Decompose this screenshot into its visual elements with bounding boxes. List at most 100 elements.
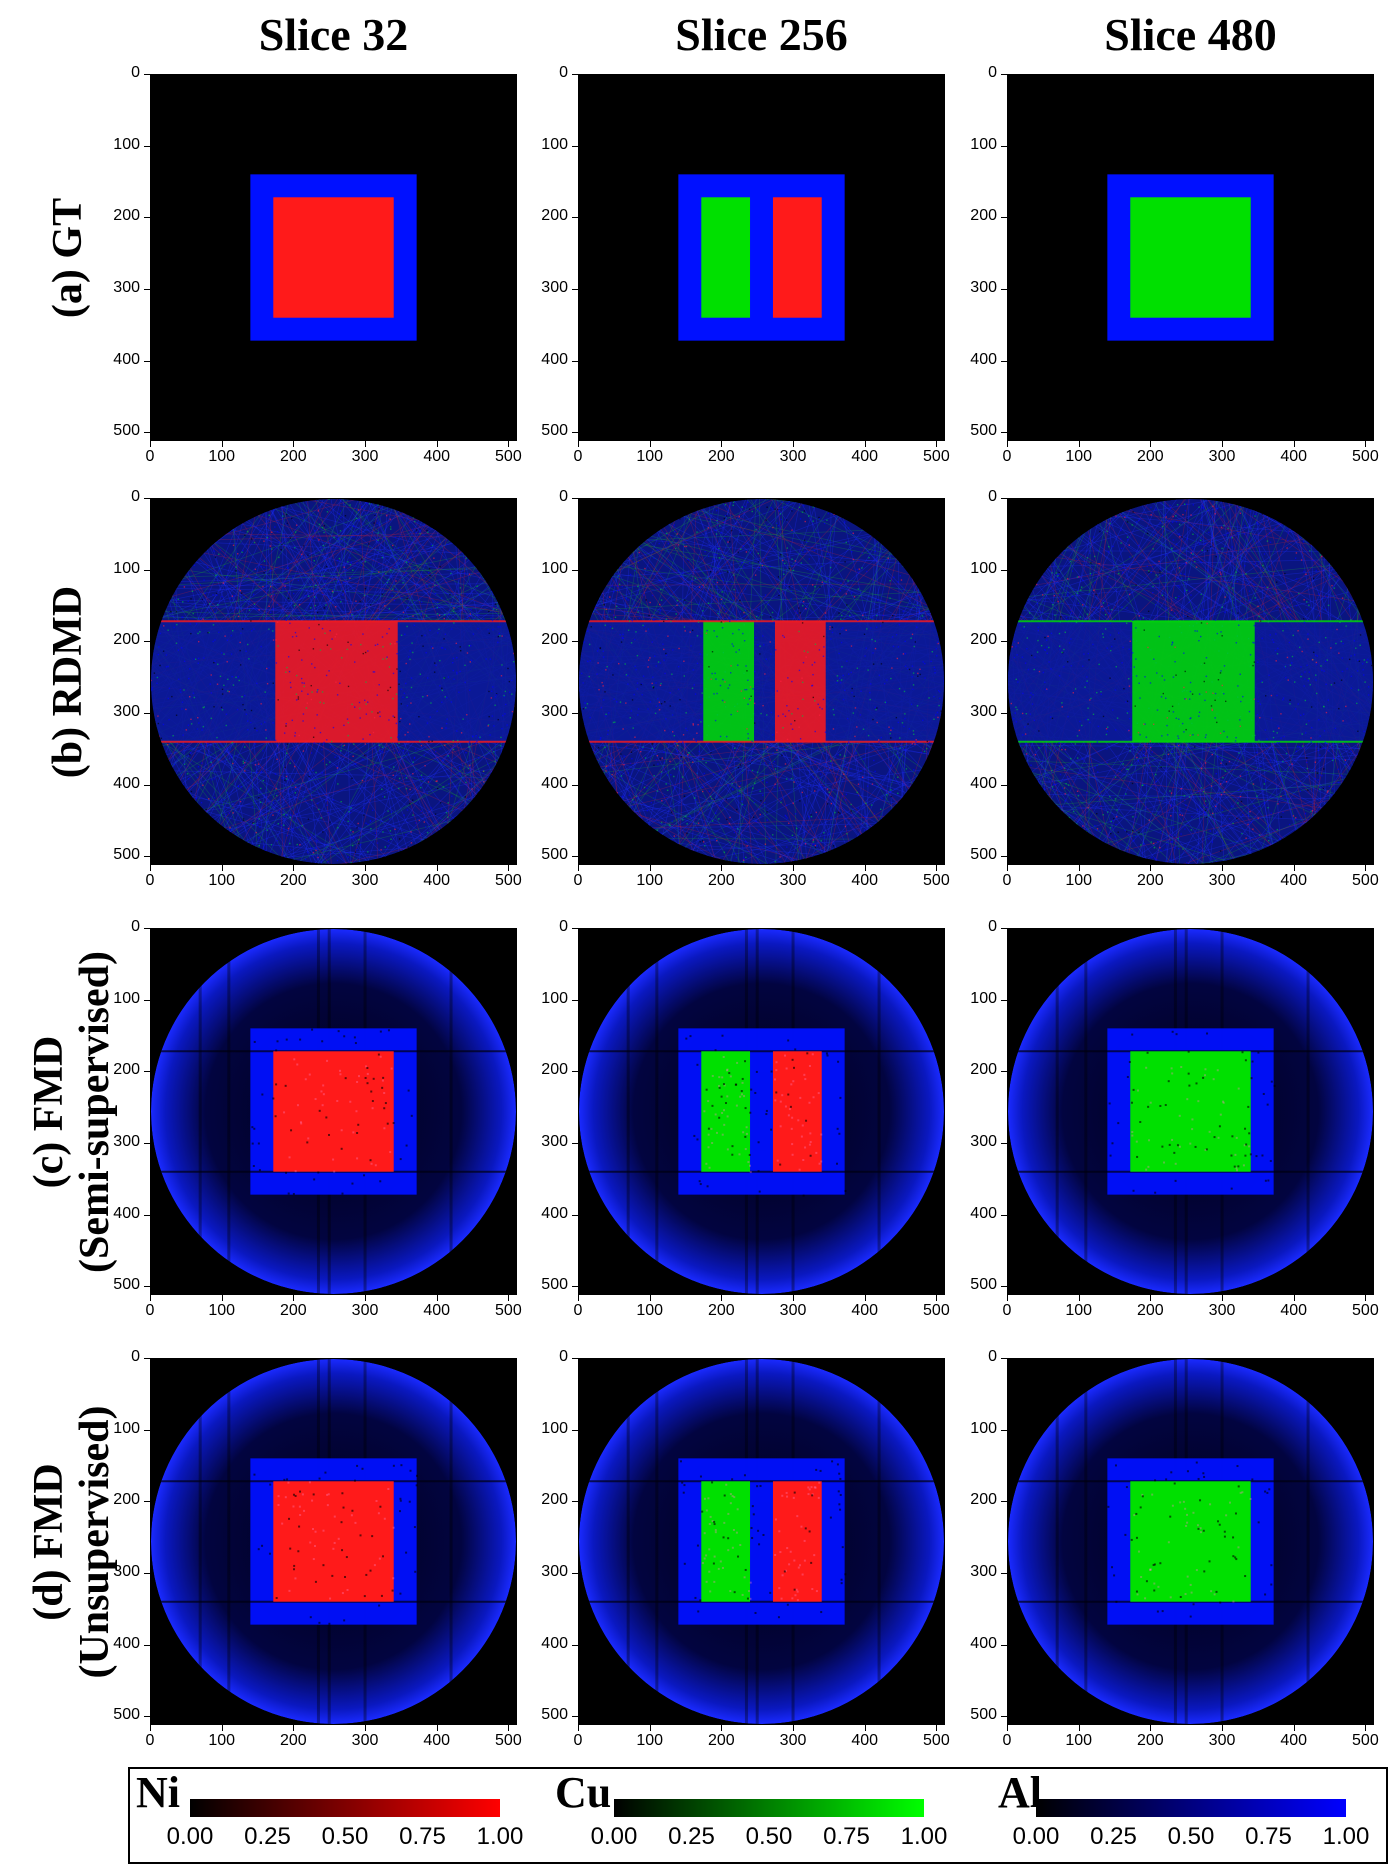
image-svg bbox=[151, 1359, 516, 1724]
x-tick-mark bbox=[221, 1725, 223, 1731]
y-tick-mark bbox=[144, 928, 150, 929]
x-tick-mark bbox=[864, 865, 866, 871]
x-tick-mark bbox=[1150, 1725, 1152, 1731]
colorbar-tick: 0.75 bbox=[1245, 1823, 1292, 1850]
y-tick-label: 500 bbox=[113, 422, 140, 440]
image-panel bbox=[578, 928, 945, 1295]
x-tick-label: 200 bbox=[708, 1302, 735, 1319]
y-tick-mark bbox=[572, 1644, 578, 1646]
y-tick-label: 500 bbox=[113, 846, 140, 864]
x-tick-label: 200 bbox=[280, 872, 307, 889]
x-tick-mark bbox=[508, 1725, 510, 1731]
x-tick-mark bbox=[1078, 441, 1080, 447]
x-tick-label: 100 bbox=[208, 872, 236, 889]
insert-cu bbox=[1132, 621, 1255, 742]
x-tick-label: 300 bbox=[1208, 1302, 1236, 1319]
x-tick-mark bbox=[649, 441, 651, 447]
y-tick-label: 200 bbox=[113, 207, 140, 225]
y-tick-mark bbox=[1001, 360, 1007, 362]
y-tick-label: 200 bbox=[113, 1491, 140, 1509]
y-tick-label: 500 bbox=[541, 1276, 568, 1294]
x-tick-mark bbox=[1365, 441, 1367, 447]
y-tick-mark bbox=[144, 713, 150, 715]
y-tick-mark bbox=[144, 856, 150, 858]
x-tick-mark bbox=[436, 1295, 438, 1301]
x-tick-label: 500 bbox=[1352, 1732, 1379, 1749]
x-tick-label: 100 bbox=[1065, 448, 1093, 465]
y-tick-label: 500 bbox=[970, 1706, 997, 1724]
x-tick-mark bbox=[1222, 441, 1224, 447]
x-tick-mark bbox=[365, 865, 367, 871]
x-tick-mark bbox=[1150, 865, 1152, 871]
y-tick-mark bbox=[144, 1644, 150, 1646]
x-tick-mark bbox=[721, 1295, 723, 1301]
y-tick-label: 0 bbox=[559, 64, 568, 81]
y-tick-mark bbox=[144, 289, 150, 291]
x-tick-mark bbox=[649, 1295, 651, 1301]
x-tick-label: 100 bbox=[636, 872, 664, 889]
x-tick-mark bbox=[1222, 1725, 1224, 1731]
colorbar-tick: 0.75 bbox=[823, 1823, 870, 1850]
insert-ni bbox=[772, 1481, 822, 1602]
x-tick-label: 0 bbox=[145, 872, 155, 889]
x-tick-mark bbox=[365, 1295, 367, 1301]
image-panel bbox=[578, 74, 945, 441]
y-tick-mark bbox=[144, 641, 150, 643]
y-tick-mark bbox=[144, 432, 150, 434]
x-tick-label: 500 bbox=[1352, 448, 1379, 465]
y-tick-mark bbox=[144, 360, 150, 362]
colorbar-tick: 0.00 bbox=[1012, 1823, 1060, 1850]
x-tick-mark bbox=[936, 1295, 938, 1301]
y-tick-label: 300 bbox=[970, 1133, 997, 1151]
y-tick-mark bbox=[572, 74, 578, 75]
y-tick-mark bbox=[572, 1071, 578, 1073]
x-tick-mark bbox=[649, 865, 651, 871]
y-tick-mark bbox=[1001, 1143, 1007, 1145]
image-panel bbox=[150, 74, 517, 441]
x-tick-label: 400 bbox=[1280, 1302, 1308, 1319]
row-label-line: (a) GT bbox=[45, 197, 91, 318]
x-tick-label: 0 bbox=[1002, 1732, 1012, 1749]
y-tick-mark bbox=[1001, 999, 1007, 1001]
image-svg bbox=[579, 1359, 944, 1724]
x-tick-label: 100 bbox=[636, 1302, 664, 1319]
x-tick-mark bbox=[1078, 1295, 1080, 1301]
x-tick-mark bbox=[436, 865, 438, 871]
y-tick-label: 300 bbox=[541, 1563, 568, 1581]
x-tick-label: 100 bbox=[1065, 872, 1093, 889]
x-tick-label: 500 bbox=[1352, 1302, 1379, 1319]
y-tick-label: 300 bbox=[970, 703, 997, 721]
y-tick-label: 100 bbox=[541, 135, 568, 153]
image-svg bbox=[579, 929, 944, 1294]
y-tick-mark bbox=[572, 432, 578, 434]
y-tick-label: 0 bbox=[988, 488, 997, 505]
y-tick-label: 0 bbox=[131, 1348, 140, 1365]
y-tick-label: 500 bbox=[113, 1276, 140, 1294]
x-tick-label: 400 bbox=[423, 1732, 451, 1749]
x-tick-label: 100 bbox=[636, 448, 664, 465]
x-tick-mark bbox=[150, 865, 151, 871]
y-tick-mark bbox=[572, 1358, 578, 1359]
x-tick-mark bbox=[1007, 1295, 1008, 1301]
colorbar-tick: 0.75 bbox=[399, 1823, 446, 1850]
y-tick-label: 200 bbox=[541, 1061, 568, 1079]
row-label: (b) RDMD bbox=[45, 585, 91, 777]
y-tick-mark bbox=[144, 1573, 150, 1575]
y-tick-mark bbox=[1001, 145, 1007, 147]
x-tick-label: 300 bbox=[779, 1302, 807, 1319]
colorbar-tick: 0.25 bbox=[1090, 1823, 1137, 1850]
x-tick-label: 100 bbox=[1065, 1732, 1093, 1749]
x-tick-label: 200 bbox=[1137, 1732, 1164, 1749]
y-tick-label: 0 bbox=[131, 64, 140, 81]
y-tick-mark bbox=[572, 1573, 578, 1575]
x-tick-label: 200 bbox=[708, 1732, 735, 1749]
y-tick-label: 400 bbox=[541, 774, 568, 792]
insert-ni bbox=[772, 1051, 822, 1172]
y-tick-mark bbox=[572, 145, 578, 147]
x-tick-label: 500 bbox=[495, 1302, 522, 1319]
y-tick-mark bbox=[572, 999, 578, 1001]
y-tick-mark bbox=[144, 1143, 150, 1145]
y-tick-label: 400 bbox=[970, 774, 997, 792]
y-tick-label: 200 bbox=[113, 1061, 140, 1079]
x-tick-mark bbox=[1222, 1295, 1224, 1301]
